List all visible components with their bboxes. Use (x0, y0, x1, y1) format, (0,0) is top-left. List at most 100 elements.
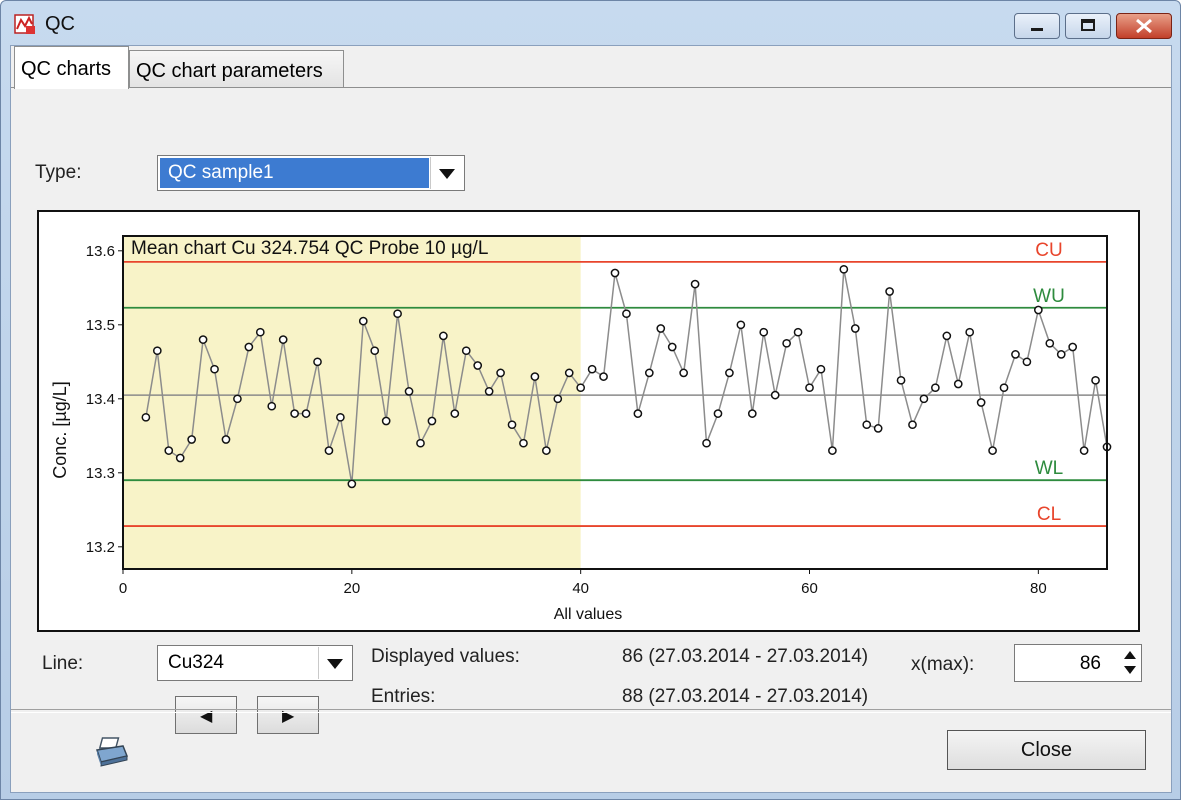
data-point (381, 416, 391, 426)
close-button[interactable]: Close (947, 730, 1146, 770)
y-tick-label: 13.6 (86, 243, 115, 260)
type-dropdown-button[interactable] (430, 157, 463, 189)
data-point (255, 327, 265, 337)
data-point (885, 287, 894, 296)
data-point (164, 446, 174, 455)
data-point (713, 409, 723, 418)
line-label: Line: (42, 653, 84, 674)
data-point (496, 368, 505, 378)
data-point (873, 424, 883, 433)
data-point (473, 361, 483, 370)
data-point (1079, 446, 1089, 455)
x-axis-label: All values (554, 606, 622, 623)
data-point (313, 357, 322, 367)
xmax-value: 86 (1079, 653, 1101, 674)
data-point (152, 346, 162, 356)
data-point (267, 401, 277, 411)
window-close-button[interactable] (1116, 13, 1172, 39)
x-tick-label: 80 (1030, 580, 1047, 597)
data-point (393, 309, 402, 319)
tab-qc-chart-parameters[interactable]: QC chart parameters (129, 50, 344, 88)
data-point (805, 383, 814, 393)
highlight-region (123, 236, 581, 569)
data-point (747, 409, 757, 418)
data-point (530, 372, 540, 381)
line-select[interactable]: Cu324 (157, 645, 353, 681)
data-point (244, 342, 254, 352)
data-point (839, 264, 849, 274)
next-button[interactable]: ▶ (257, 696, 319, 734)
xmax-label: x(max): (911, 654, 975, 675)
data-point (770, 390, 780, 400)
chart-title: Mean chart Cu 324.754 QC Probe 10 µg/L (131, 238, 488, 259)
data-point (187, 435, 197, 444)
y-axis-label: Conc. [µg/L] (50, 381, 70, 478)
printer-icon[interactable] (93, 736, 129, 768)
type-select[interactable]: QC sample1 (157, 155, 465, 191)
data-point (450, 409, 460, 418)
data-point (759, 327, 769, 337)
data-point (599, 372, 608, 381)
qc-charts-panel: Type: QC sample1 CU WU WL CL 0 20 40 60 80 13.2 1… (11, 87, 1171, 734)
title-bar[interactable]: QC (1, 1, 1180, 45)
data-point (633, 409, 643, 418)
data-point (301, 409, 311, 418)
data-point (587, 364, 597, 374)
entries-value: 88 (27.03.2014 - 27.03.2014) (622, 686, 869, 707)
data-point (862, 420, 872, 430)
data-point (736, 320, 746, 330)
dialog-client: QC charts QC chart parameters Type: QC s… (10, 45, 1172, 793)
data-point (976, 398, 986, 407)
data-point (576, 383, 586, 393)
control-label-wl: WL (1035, 458, 1064, 479)
data-point (541, 446, 551, 455)
type-select-highlight (160, 158, 429, 188)
maximize-button[interactable] (1065, 13, 1111, 39)
spin-up-button[interactable] (1121, 647, 1139, 663)
data-point (896, 375, 906, 385)
close-icon (1136, 18, 1152, 34)
data-point (1056, 350, 1066, 359)
data-point (1091, 375, 1100, 385)
data-point (782, 338, 791, 348)
data-point (816, 364, 826, 374)
xmax-spinner[interactable]: 86 (1014, 644, 1142, 682)
spin-down-button[interactable] (1121, 663, 1139, 679)
data-point (908, 420, 917, 430)
line-dropdown-button[interactable] (318, 647, 351, 679)
maximize-icon (1081, 19, 1095, 31)
data-point (690, 279, 700, 289)
control-label-cl: CL (1037, 504, 1061, 525)
chevron-down-icon (439, 169, 455, 179)
data-point (278, 335, 288, 344)
data-point (793, 327, 803, 337)
arrow-up-icon (1124, 651, 1136, 659)
data-point (1068, 342, 1078, 352)
plot-border (122, 235, 1108, 570)
data-point (507, 420, 517, 430)
y-tick-label: 13.5 (86, 317, 115, 334)
window-title: QC (45, 13, 75, 35)
minimize-button[interactable] (1014, 13, 1060, 39)
data-point (1033, 305, 1043, 315)
data-point (1045, 338, 1055, 348)
data-point (931, 383, 940, 393)
control-label-wu: WU (1033, 286, 1065, 307)
data-point (702, 438, 711, 448)
control-label-cu: CU (1035, 240, 1062, 261)
data-point (210, 364, 219, 374)
displayed-values-value: 86 (27.03.2014 - 27.03.2014) (622, 646, 869, 667)
data-point (324, 446, 334, 455)
data-point (553, 394, 563, 404)
tab-qc-charts[interactable]: QC charts (14, 46, 129, 89)
line-select-value: Cu324 (168, 652, 224, 673)
entries-label: Entries: (371, 686, 436, 707)
data-point (610, 268, 620, 278)
data-point (198, 335, 208, 344)
previous-button[interactable]: ◀ (175, 696, 237, 734)
data-point (965, 327, 975, 337)
y-tick-label: 13.2 (86, 539, 115, 556)
data-point (519, 438, 528, 448)
y-tick-label: 13.3 (86, 465, 115, 482)
x-tick-label: 60 (801, 580, 818, 597)
